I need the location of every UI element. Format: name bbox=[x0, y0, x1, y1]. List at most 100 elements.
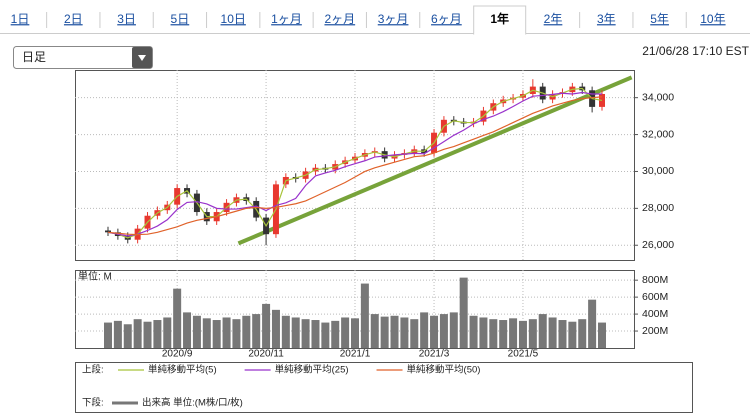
timestamp: 21/06/28 17:10 EST bbox=[642, 44, 749, 58]
tab[interactable]: 3日 bbox=[117, 12, 136, 26]
tab[interactable]: 1日 bbox=[11, 12, 30, 26]
y-tick-label: 200M bbox=[642, 325, 668, 337]
volume-bar bbox=[479, 317, 488, 348]
legend-prefix: 下段: bbox=[82, 397, 104, 409]
volume-bar bbox=[183, 312, 192, 348]
volume-bar bbox=[578, 319, 587, 348]
tab[interactable]: 6ヶ月 bbox=[431, 12, 462, 26]
tab[interactable]: 3ヶ月 bbox=[378, 12, 409, 26]
volume-bar bbox=[133, 319, 142, 348]
x-tick-label: 2021/1 bbox=[340, 349, 371, 360]
y-tick-label: 26,000 bbox=[642, 239, 674, 251]
tab[interactable]: 2日 bbox=[64, 12, 83, 26]
volume-bar bbox=[262, 303, 271, 348]
volume-bar bbox=[222, 317, 231, 348]
volume-bar bbox=[430, 315, 439, 348]
volume-bar bbox=[123, 324, 132, 348]
volume-bar bbox=[331, 320, 340, 348]
volume-bar bbox=[459, 277, 468, 348]
x-tick-label: 2021/3 bbox=[419, 349, 450, 360]
volume-bar bbox=[104, 322, 112, 348]
tab[interactable]: 10年 bbox=[700, 12, 725, 26]
x-tick-label: 2020/9 bbox=[162, 349, 193, 360]
volume-bar bbox=[153, 320, 162, 348]
tab-bar: 1日 2日 3日 5日 10日 1ヶ月 2ヶ月 3ヶ月 6ヶ月 1年 2年 3年 5年 10年 bbox=[11, 5, 726, 35]
volume-bar bbox=[489, 319, 498, 348]
volume-bar bbox=[242, 315, 251, 348]
y-tick-label: 34,000 bbox=[642, 91, 674, 103]
volume-bar bbox=[380, 316, 389, 348]
volume-bar bbox=[281, 315, 290, 348]
volume-bar bbox=[341, 317, 350, 348]
tab[interactable]: 1年 bbox=[490, 11, 509, 26]
tab-cover bbox=[474, 33, 526, 35]
select-arrow bbox=[138, 55, 146, 61]
volume-bar bbox=[518, 320, 527, 348]
timeframe-label: 日足 bbox=[22, 50, 46, 64]
y-tick-label: 30,000 bbox=[642, 165, 674, 177]
legend-label: 単純移動平均(50) bbox=[407, 364, 481, 376]
y-tick-label: 800M bbox=[642, 274, 668, 286]
volume-bar bbox=[173, 288, 182, 348]
candle-body bbox=[105, 230, 111, 233]
volume-bar bbox=[439, 314, 448, 348]
y-tick-label: 28,000 bbox=[642, 202, 674, 214]
volume-bar bbox=[400, 317, 409, 348]
volume-bar bbox=[509, 318, 518, 348]
volume-bar bbox=[271, 309, 280, 348]
volume-bar bbox=[311, 320, 320, 348]
moving-average bbox=[107, 87, 603, 239]
volume-bar bbox=[301, 319, 310, 348]
volume-bar bbox=[558, 320, 567, 348]
volume-bar bbox=[538, 314, 547, 348]
y-tick-label: 400M bbox=[642, 308, 668, 320]
volume-bar bbox=[390, 315, 399, 348]
volume-bar bbox=[588, 299, 597, 348]
legend-prefix: 上段: bbox=[82, 364, 104, 376]
timeframe-select[interactable] bbox=[13, 46, 153, 69]
volume-bar bbox=[143, 321, 152, 348]
volume-bar bbox=[291, 317, 300, 348]
volume-bar bbox=[321, 322, 330, 348]
volume-bar bbox=[192, 315, 201, 348]
tab[interactable]: 3年 bbox=[597, 12, 616, 26]
tab[interactable]: 10日 bbox=[221, 12, 246, 26]
volume-bar bbox=[410, 319, 419, 348]
volume-bar bbox=[598, 322, 606, 348]
volume-bar bbox=[252, 314, 261, 348]
plot-layer: 26,000 28,000 30,000 32,000 34,000 200M 400M 60… bbox=[75, 70, 674, 409]
volume-bar bbox=[212, 320, 221, 348]
volume-bar bbox=[351, 318, 359, 348]
tab[interactable]: 2ヶ月 bbox=[324, 12, 355, 26]
x-tick-label: 2020/11 bbox=[248, 349, 284, 360]
tab[interactable]: 1ヶ月 bbox=[271, 12, 302, 26]
volume-bar bbox=[568, 321, 577, 348]
tab[interactable]: 5日 bbox=[171, 12, 190, 26]
tab[interactable]: 2年 bbox=[544, 12, 563, 26]
volume-bar bbox=[163, 317, 172, 348]
trendline bbox=[237, 75, 633, 246]
volume-bar bbox=[420, 312, 429, 348]
volume-bar bbox=[202, 318, 211, 348]
moving-average bbox=[107, 91, 602, 237]
volume-bar bbox=[469, 315, 478, 348]
x-tick-label: 2021/5 bbox=[508, 349, 539, 360]
volume-bar bbox=[113, 320, 122, 348]
unit-label: 単位: M bbox=[78, 270, 112, 283]
volume-bar bbox=[528, 319, 537, 348]
volume-bar bbox=[499, 320, 508, 348]
volume-bar bbox=[232, 319, 241, 348]
tab[interactable]: 5年 bbox=[650, 12, 669, 26]
tab-selected bbox=[473, 5, 527, 35]
legend-box bbox=[75, 362, 693, 413]
legend-label: 単純移動平均(25) bbox=[275, 364, 349, 376]
volume-bar bbox=[370, 314, 379, 348]
volume-bar bbox=[360, 283, 369, 348]
y-tick-label: 32,000 bbox=[642, 128, 674, 140]
volume-bar bbox=[449, 312, 458, 348]
volume-bar bbox=[548, 317, 557, 348]
y-tick-label: 600M bbox=[642, 291, 668, 303]
legend-label: 単純移動平均(5) bbox=[148, 364, 217, 376]
legend-label: 出来高 単位:(M株/口/枚) bbox=[142, 397, 243, 409]
